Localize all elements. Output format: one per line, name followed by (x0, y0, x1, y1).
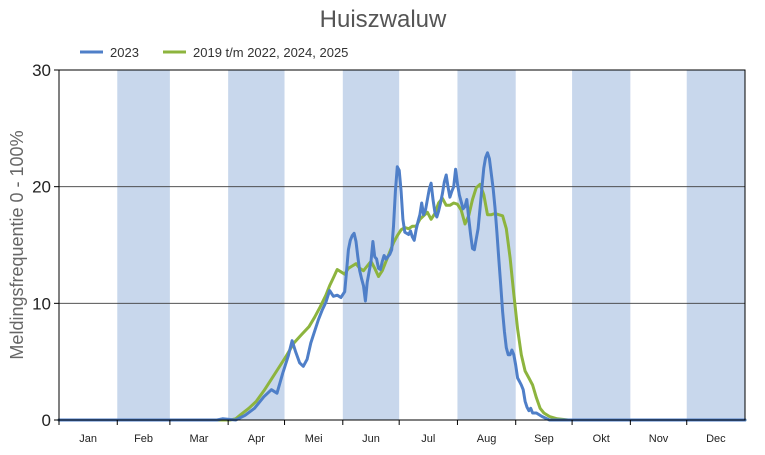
x-tick-label-jan: Jan (79, 433, 97, 445)
x-tick-label-dec: Dec (706, 433, 726, 445)
month-band-aug (457, 70, 516, 420)
legend-label-2019-2025: 2019 t/m 2022, 2024, 2025 (193, 45, 348, 60)
y-tick-label-30: 30 (32, 61, 51, 80)
x-tick-label-jul: Jul (421, 433, 435, 445)
x-tick-label-feb: Feb (134, 433, 153, 445)
x-tick-label-mar: Mar (190, 433, 209, 445)
y-axis: 0 10 20 30 (32, 61, 59, 430)
plot-frame (58, 69, 746, 421)
month-band-dec (686, 70, 745, 420)
month-band-jun (342, 70, 400, 420)
month-band-apr (228, 70, 285, 420)
x-axis: Jan Feb Mar Apr Mei Jun Jul Aug Sep Okt Nov Dec (58, 420, 726, 445)
legend: 2023 2019 t/m 2022, 2024, 2025 (80, 45, 348, 60)
x-tick-label-mei: Mei (305, 433, 323, 445)
month-band-feb (117, 70, 170, 420)
series-line-2019-2025 (57, 182, 747, 422)
y-tick-label-0: 0 (42, 411, 51, 430)
x-tick-label-jun: Jun (362, 433, 380, 445)
x-tick-label-nov: Nov (649, 433, 669, 445)
x-tick-label-okt: Okt (593, 433, 610, 445)
y-tick-label-20: 20 (32, 178, 51, 197)
x-tick-label-sep: Sep (534, 433, 554, 445)
month-band-okt (572, 70, 631, 420)
legend-item-2023: 2023 (80, 45, 139, 60)
series-line-2023 (57, 151, 747, 422)
y-tick-label-10: 10 (32, 294, 51, 313)
x-tick-label-apr: Apr (248, 433, 265, 445)
legend-label-2023: 2023 (110, 45, 139, 60)
legend-item-2019-2025: 2019 t/m 2022, 2024, 2025 (163, 45, 348, 60)
month-bands (117, 70, 745, 420)
series-lines (57, 151, 747, 422)
y-axis-label: Meldingsfrequentie 0 - 100% (7, 130, 27, 359)
chart-title: Huiszwaluw (320, 6, 447, 33)
x-tick-label-aug: Aug (477, 433, 497, 445)
